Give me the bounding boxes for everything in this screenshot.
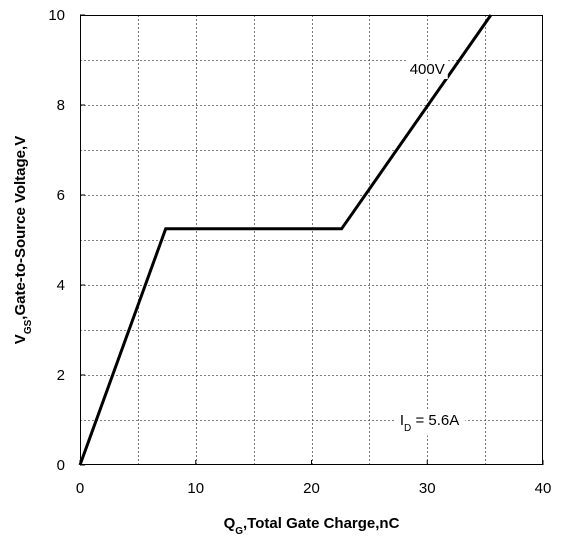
x-tick-label: 30 [419, 480, 436, 497]
series-name-label: 400V [410, 61, 445, 78]
x-axis-title: QG,Total Gate Charge,nC [224, 515, 400, 537]
drain-current-annotation: ID = 5.6A [400, 412, 459, 434]
annotation-background [393, 410, 466, 436]
x-tick-label: 10 [187, 480, 204, 497]
series-line-400v [78, 14, 493, 466]
plot-area-background [80, 15, 543, 465]
y-tick-label: 2 [57, 367, 65, 384]
annotations: 400V ID = 5.6A [393, 60, 466, 436]
x-tick-label: 40 [535, 480, 552, 497]
y-tick-label: 6 [57, 187, 65, 204]
x-tick-label: 0 [76, 480, 84, 497]
series-layer [78, 14, 493, 466]
y-tick-label: 4 [57, 277, 65, 294]
grid-lines [80, 15, 543, 465]
x-axis-title-rest: ,Total Gate Charge,nC [243, 515, 400, 532]
tick-labels: 0 10 20 30 40 0 2 4 6 8 10 [48, 7, 551, 497]
x-tick-label: 20 [303, 480, 320, 497]
y-tick-label: 8 [57, 97, 65, 114]
y-tick-label: 0 [57, 457, 65, 474]
y-axis-title-rest: ,Gate-to-Source Voltage,V [12, 136, 29, 320]
x-axis-title-sub: G [235, 526, 243, 537]
x-axis-title-main: Q [224, 515, 236, 532]
annotation-background [406, 60, 448, 79]
y-tick-label: 10 [48, 7, 65, 24]
y-axis-title-sub: GS [23, 319, 34, 334]
y-axis-title: VGS,Gate-to-Source Voltage,V [12, 136, 34, 344]
y-axis-title-main: V [12, 334, 29, 344]
